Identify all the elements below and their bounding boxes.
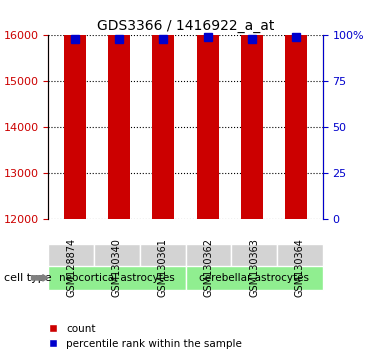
Bar [241,0,263,219]
Text: GSM130364: GSM130364 [295,238,305,297]
Text: GSM130340: GSM130340 [112,238,122,297]
Bar [152,0,174,219]
Text: GSM130362: GSM130362 [203,238,213,297]
Legend: count, percentile rank within the sample: count, percentile rank within the sample [42,324,242,349]
Bar [108,0,130,219]
Title: GDS3366 / 1416922_a_at: GDS3366 / 1416922_a_at [97,19,274,33]
Text: neocortical astrocytes: neocortical astrocytes [59,273,175,283]
Text: cell type: cell type [4,273,51,283]
Text: GSM130361: GSM130361 [158,238,168,297]
Text: GSM128874: GSM128874 [66,238,76,297]
Bar [285,0,307,219]
Text: GSM130363: GSM130363 [249,238,259,297]
Bar [64,0,86,219]
Text: cerebellar astrocytes: cerebellar astrocytes [199,273,309,283]
Bar [197,0,219,219]
